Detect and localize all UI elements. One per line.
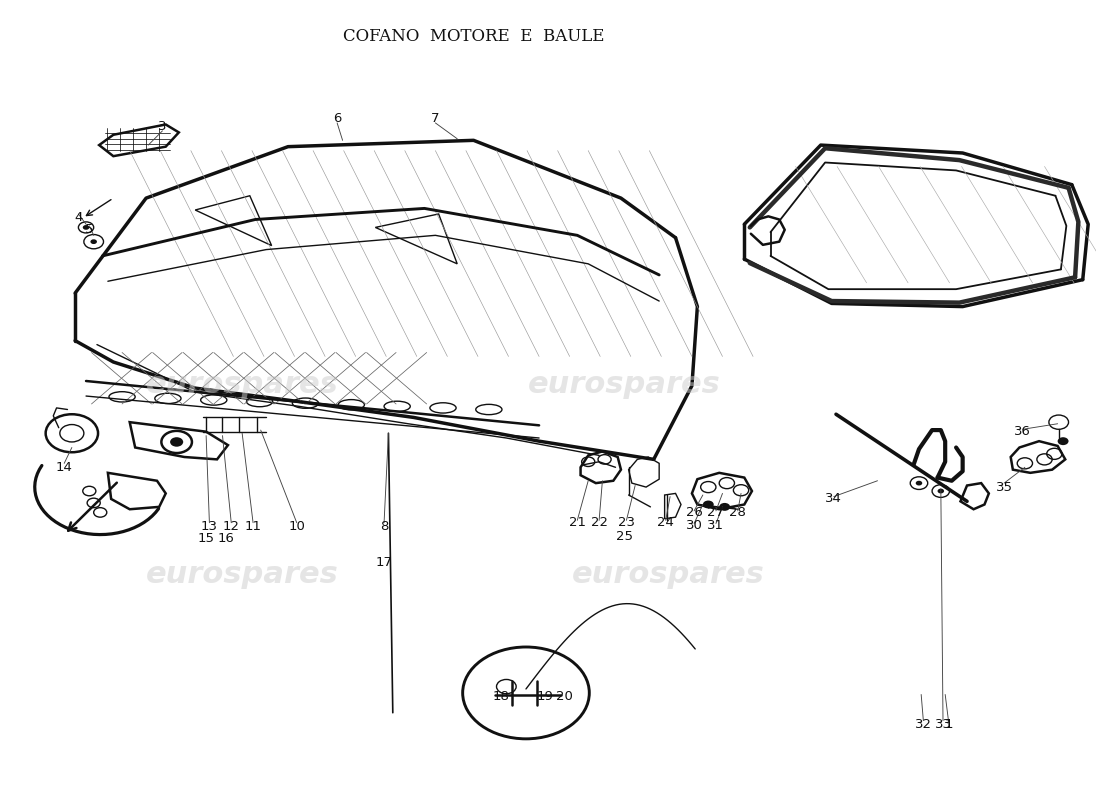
Text: 15: 15	[198, 532, 214, 545]
Circle shape	[937, 489, 944, 494]
Circle shape	[703, 501, 714, 509]
Text: 17: 17	[375, 556, 393, 569]
Text: eurospares: eurospares	[528, 370, 720, 398]
Text: eurospares: eurospares	[572, 560, 764, 589]
Text: 8: 8	[379, 520, 388, 533]
Text: 21: 21	[569, 516, 586, 530]
Circle shape	[90, 239, 97, 244]
Circle shape	[82, 225, 89, 230]
Text: 4: 4	[74, 211, 82, 225]
Text: 19: 19	[536, 690, 553, 703]
Text: 1: 1	[944, 718, 953, 731]
Text: 34: 34	[825, 493, 843, 506]
Text: 33: 33	[935, 718, 952, 731]
Text: 11: 11	[244, 520, 262, 533]
Text: 10: 10	[288, 520, 305, 533]
Text: eurospares: eurospares	[146, 370, 339, 398]
Text: 27: 27	[707, 506, 725, 519]
Text: 36: 36	[1014, 425, 1031, 438]
Text: eurospares: eurospares	[146, 560, 339, 589]
Text: 25: 25	[616, 530, 632, 542]
Text: 16: 16	[218, 532, 234, 545]
Text: 23: 23	[618, 516, 635, 530]
Text: 35: 35	[996, 481, 1013, 494]
Text: 32: 32	[915, 718, 932, 731]
Text: 31: 31	[707, 518, 725, 531]
Circle shape	[1057, 438, 1068, 445]
Text: 6: 6	[333, 113, 341, 126]
Text: 7: 7	[431, 113, 440, 126]
Text: 14: 14	[56, 461, 73, 474]
Text: 28: 28	[729, 506, 746, 519]
Text: 20: 20	[556, 690, 573, 703]
Text: 30: 30	[685, 518, 703, 531]
Text: 13: 13	[201, 520, 218, 533]
Text: 5: 5	[85, 223, 94, 236]
Circle shape	[915, 481, 922, 486]
Circle shape	[719, 503, 730, 511]
Circle shape	[170, 438, 184, 446]
Text: 12: 12	[222, 520, 240, 533]
Text: 3: 3	[158, 120, 167, 134]
Text: 22: 22	[591, 516, 607, 530]
Text: 26: 26	[685, 506, 703, 519]
Text: 18: 18	[493, 690, 509, 703]
Text: 24: 24	[658, 516, 674, 530]
Text: COFANO  MOTORE  E  BAULE: COFANO MOTORE E BAULE	[343, 28, 604, 45]
